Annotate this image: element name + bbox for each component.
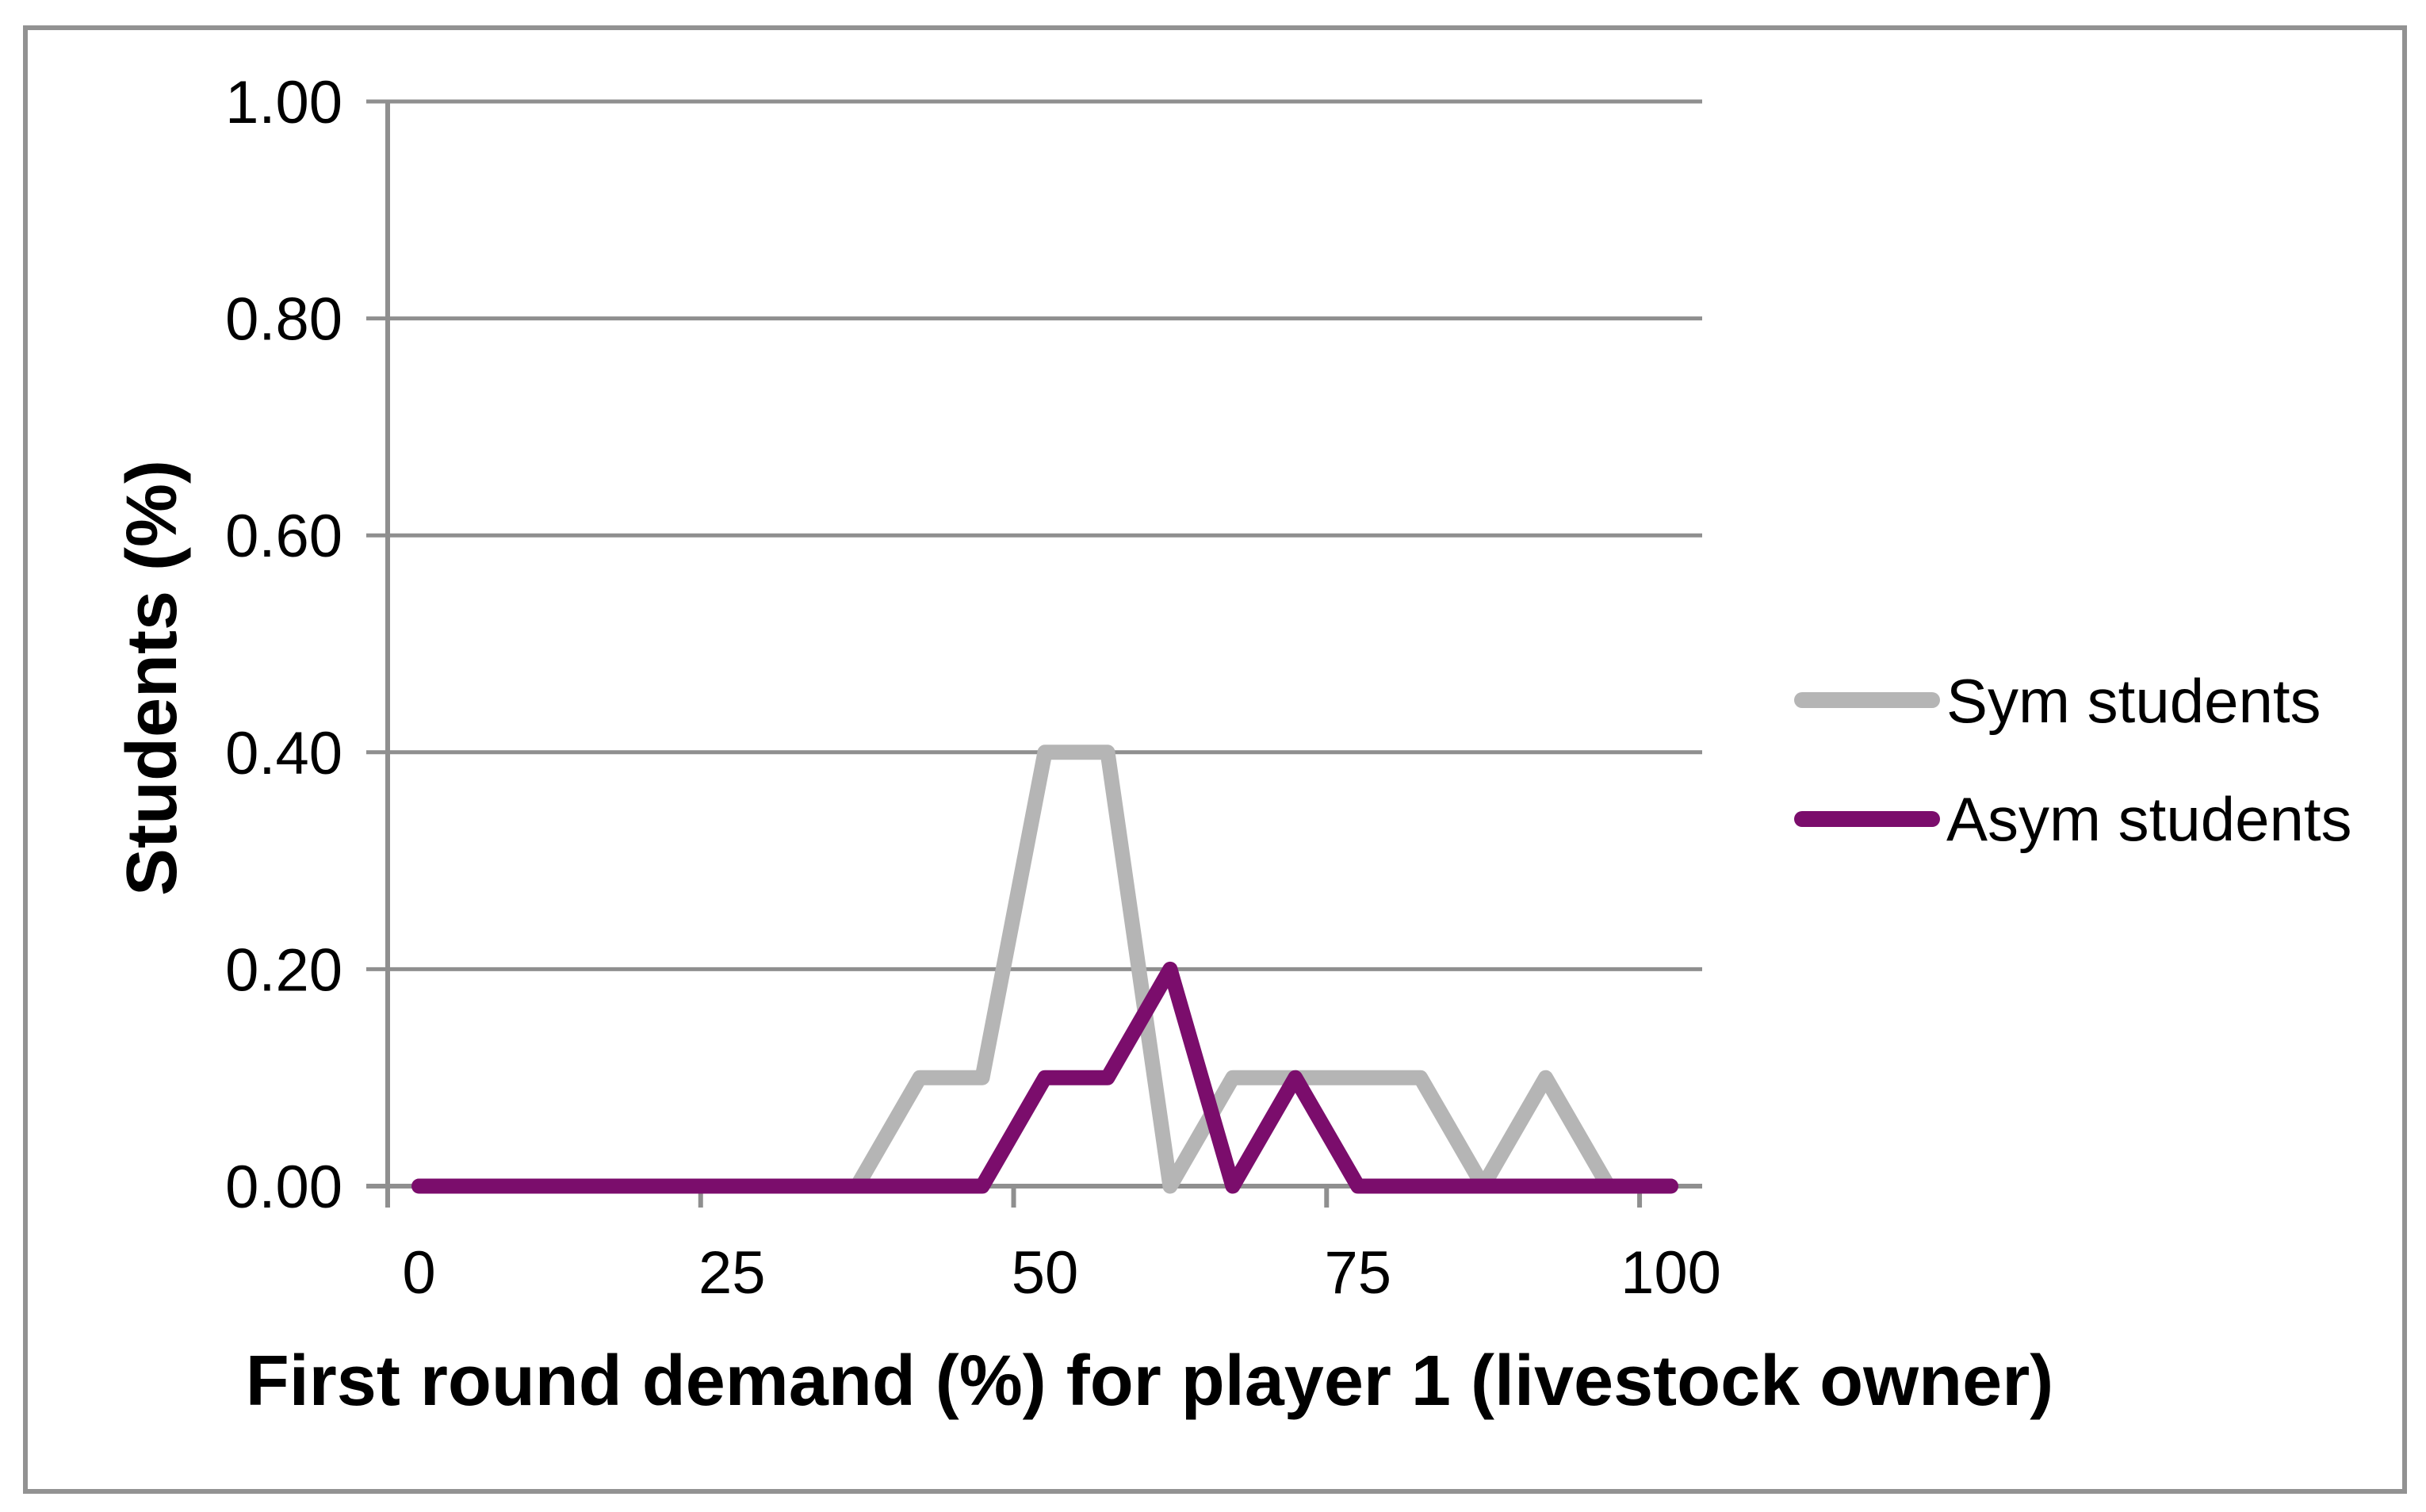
y-tick-label-0.60: 0.60 (225, 503, 342, 570)
x-tick-label-100: 100 (1621, 1239, 1721, 1307)
legend: Sym students Asym students (1794, 666, 2352, 854)
axis-tick-labels: 0.00 0.20 0.40 0.60 0.80 1.00 0 25 50 75 100 (225, 69, 1721, 1307)
x-tick-label-0: 0 (402, 1239, 435, 1307)
x-tick-label-75: 75 (1324, 1239, 1391, 1307)
series-line-asym-students (411, 961, 1678, 1194)
chart-border (23, 25, 2407, 1494)
y-tick-label-0.80: 0.80 (225, 286, 342, 354)
series-lines (411, 745, 1678, 1194)
y-tick-label-0.20: 0.20 (225, 936, 342, 1004)
gridlines (366, 99, 1702, 1208)
x-tick-label-50: 50 (1012, 1239, 1079, 1307)
y-axis-title: Students (%) (113, 460, 192, 896)
legend-label-sym: Sym students (1946, 666, 2321, 736)
x-axis-title: First round demand (%) for player 1 (liv… (246, 1342, 2053, 1421)
legend-label-asym: Asym students (1946, 784, 2352, 854)
y-tick-label-0.00: 0.00 (225, 1154, 342, 1221)
y-tick-label-1.00: 1.00 (225, 69, 342, 136)
y-tick-label-0.40: 0.40 (225, 720, 342, 787)
x-tick-label-25: 25 (698, 1239, 766, 1307)
